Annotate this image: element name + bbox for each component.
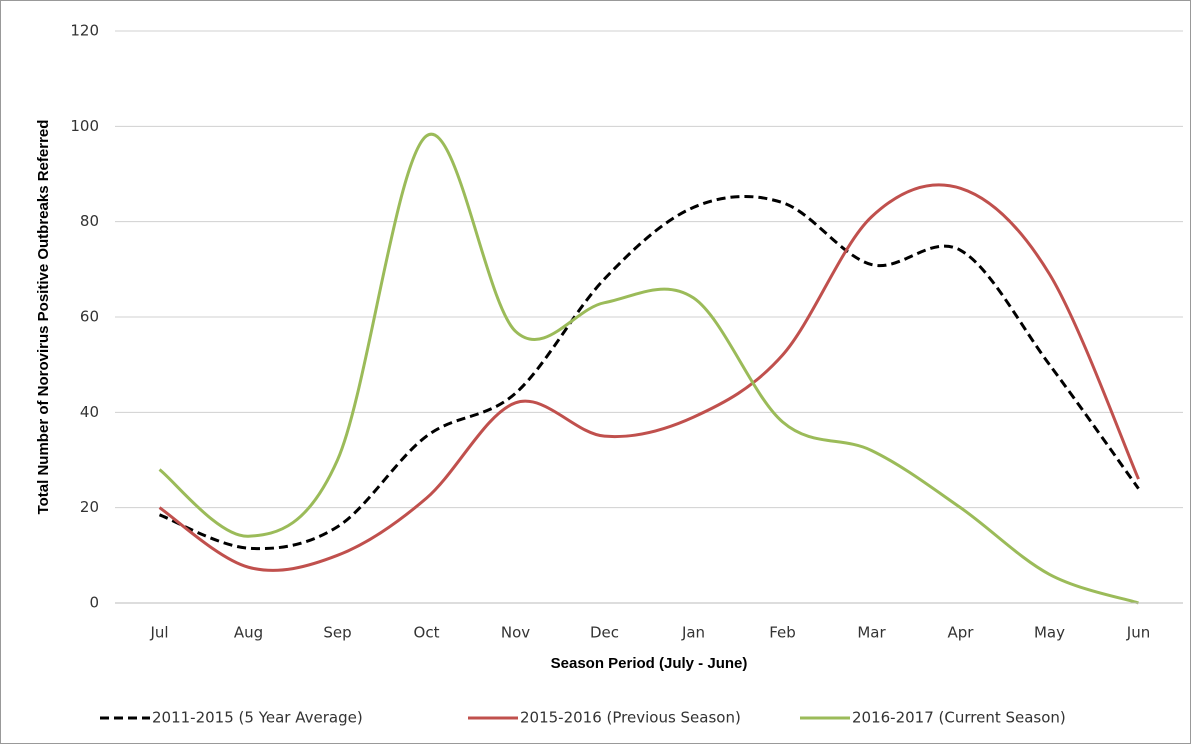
- x-tick-label: Nov: [501, 624, 530, 642]
- x-tick-label: Jul: [149, 624, 168, 642]
- legend-label: 2011-2015 (5 Year Average): [152, 709, 363, 727]
- y-tick-label: 40: [80, 403, 99, 421]
- series-line: [158, 132, 1139, 605]
- x-tick-label: Oct: [414, 624, 440, 642]
- x-tick-label: May: [1034, 624, 1065, 642]
- x-tick-label: Jun: [1126, 624, 1150, 642]
- series-line: [158, 183, 1140, 572]
- x-tick-label: Sep: [323, 624, 351, 642]
- x-tick-label: Aug: [234, 624, 263, 642]
- x-tick-label: Mar: [857, 624, 886, 642]
- x-tick-label: Dec: [590, 624, 619, 642]
- y-axis-title: Total Number of Norovirus Positive Outbr…: [35, 120, 52, 515]
- x-axis-title: Season Period (July - June): [551, 655, 748, 672]
- x-tick-label: Apr: [948, 624, 975, 642]
- y-tick-label: 0: [89, 594, 99, 612]
- y-tick-label: 80: [80, 212, 99, 230]
- x-tick-label: Feb: [769, 624, 796, 642]
- legend-label: 2016-2017 (Current Season): [852, 709, 1066, 727]
- y-tick-label: 20: [80, 498, 99, 516]
- y-tick-label: 100: [70, 117, 99, 135]
- y-tick-label: 60: [80, 308, 99, 326]
- x-tick-label: Jan: [681, 624, 705, 642]
- y-tick-label: 120: [70, 22, 99, 40]
- series-line: [158, 194, 1140, 551]
- legend-label: 2015-2016 (Previous Season): [520, 709, 741, 727]
